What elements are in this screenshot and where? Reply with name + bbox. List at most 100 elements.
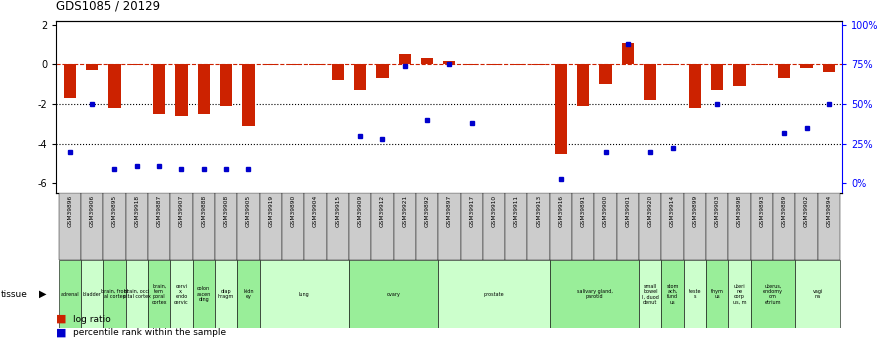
Text: kidn
ey: kidn ey — [243, 289, 254, 299]
Bar — [706, 193, 728, 260]
Text: adrenal: adrenal — [61, 292, 79, 297]
Bar — [148, 260, 170, 328]
Bar — [532, 64, 545, 65]
Text: GSM39894: GSM39894 — [826, 195, 831, 227]
Text: GSM39900: GSM39900 — [603, 195, 608, 227]
Bar — [728, 193, 751, 260]
Bar — [193, 193, 215, 260]
Bar — [305, 193, 326, 260]
Bar — [510, 64, 522, 65]
Bar — [800, 64, 813, 68]
Bar — [550, 193, 573, 260]
Text: GSM39904: GSM39904 — [313, 195, 318, 227]
Bar — [399, 55, 411, 64]
Bar — [734, 64, 745, 86]
Text: teste
s: teste s — [689, 289, 702, 299]
Text: GSM39903: GSM39903 — [715, 195, 719, 227]
Text: lung: lung — [299, 292, 310, 297]
Bar — [148, 193, 170, 260]
Bar — [237, 260, 260, 328]
Text: colon
ascen
ding: colon ascen ding — [196, 286, 211, 302]
Text: GSM39909: GSM39909 — [358, 195, 363, 227]
Bar — [751, 193, 773, 260]
Text: ■: ■ — [56, 314, 67, 324]
Text: GSM39892: GSM39892 — [425, 195, 429, 227]
Bar — [466, 64, 478, 65]
Text: ovary: ovary — [386, 292, 401, 297]
Bar — [528, 193, 550, 260]
Bar — [153, 64, 165, 114]
Text: GSM39896: GSM39896 — [67, 195, 73, 227]
Text: GSM39898: GSM39898 — [737, 195, 742, 227]
Bar — [438, 193, 461, 260]
Bar — [176, 64, 187, 116]
Bar — [555, 64, 567, 154]
Bar — [354, 64, 366, 90]
Text: GSM39911: GSM39911 — [513, 195, 519, 227]
Bar — [823, 64, 835, 72]
Bar — [667, 64, 678, 65]
Bar — [287, 64, 299, 65]
Text: ■: ■ — [56, 328, 67, 338]
Text: tissue: tissue — [1, 289, 28, 299]
Text: GSM39918: GSM39918 — [134, 195, 139, 227]
Bar — [260, 193, 282, 260]
Text: GSM39907: GSM39907 — [179, 195, 184, 227]
Bar — [260, 260, 349, 328]
Bar — [616, 193, 639, 260]
Bar — [711, 64, 723, 90]
Bar — [193, 260, 215, 328]
Bar — [444, 61, 455, 64]
Bar — [661, 260, 684, 328]
Bar — [309, 64, 322, 65]
Text: GSM39905: GSM39905 — [246, 195, 251, 227]
Bar — [818, 193, 840, 260]
Text: GSM39921: GSM39921 — [402, 195, 407, 227]
Text: cervi
x,
endo
cervic: cervi x, endo cervic — [174, 284, 189, 305]
Bar — [773, 193, 796, 260]
Bar — [198, 64, 210, 114]
Text: percentile rank within the sample: percentile rank within the sample — [73, 328, 226, 337]
Text: uterus,
endomy
om
etrium: uterus, endomy om etrium — [763, 284, 783, 305]
Bar — [125, 260, 148, 328]
Text: GSM39919: GSM39919 — [268, 195, 273, 227]
Bar — [349, 193, 371, 260]
Text: diap
hragm: diap hragm — [218, 289, 234, 299]
Bar — [371, 193, 393, 260]
Bar — [751, 260, 796, 328]
Bar — [125, 193, 148, 260]
Text: GSM39902: GSM39902 — [804, 195, 809, 227]
Text: brain, front
al cortex: brain, front al cortex — [100, 289, 128, 299]
Text: GSM39913: GSM39913 — [536, 195, 541, 227]
Text: GSM39915: GSM39915 — [335, 195, 340, 227]
Text: prostate: prostate — [484, 292, 504, 297]
Bar — [461, 193, 483, 260]
Bar — [81, 260, 103, 328]
Bar — [421, 58, 433, 64]
Bar — [220, 64, 232, 106]
Text: GSM39910: GSM39910 — [492, 195, 496, 227]
Bar — [639, 193, 661, 260]
Text: GSM39888: GSM39888 — [202, 195, 206, 227]
Bar — [81, 193, 103, 260]
Text: GSM39893: GSM39893 — [760, 195, 764, 227]
Bar — [58, 193, 81, 260]
Text: vagi
na: vagi na — [813, 289, 823, 299]
Bar — [438, 260, 550, 328]
Text: GSM39901: GSM39901 — [625, 195, 631, 227]
Text: small
bowel
I, duod
denut: small bowel I, duod denut — [642, 284, 659, 305]
Bar — [483, 193, 505, 260]
Text: brain,
tem
poral
cortex: brain, tem poral cortex — [151, 284, 167, 305]
Bar — [170, 260, 193, 328]
Text: GSM39920: GSM39920 — [648, 195, 653, 227]
Bar — [487, 64, 500, 65]
Bar — [550, 260, 639, 328]
Bar — [103, 260, 125, 328]
Bar — [349, 260, 438, 328]
Text: uteri
ne
corp
us, m: uteri ne corp us, m — [733, 284, 746, 305]
Bar — [131, 64, 143, 65]
Text: GSM39916: GSM39916 — [558, 195, 564, 227]
Bar — [242, 64, 254, 126]
Text: GSM39914: GSM39914 — [670, 195, 675, 227]
Bar — [282, 193, 305, 260]
